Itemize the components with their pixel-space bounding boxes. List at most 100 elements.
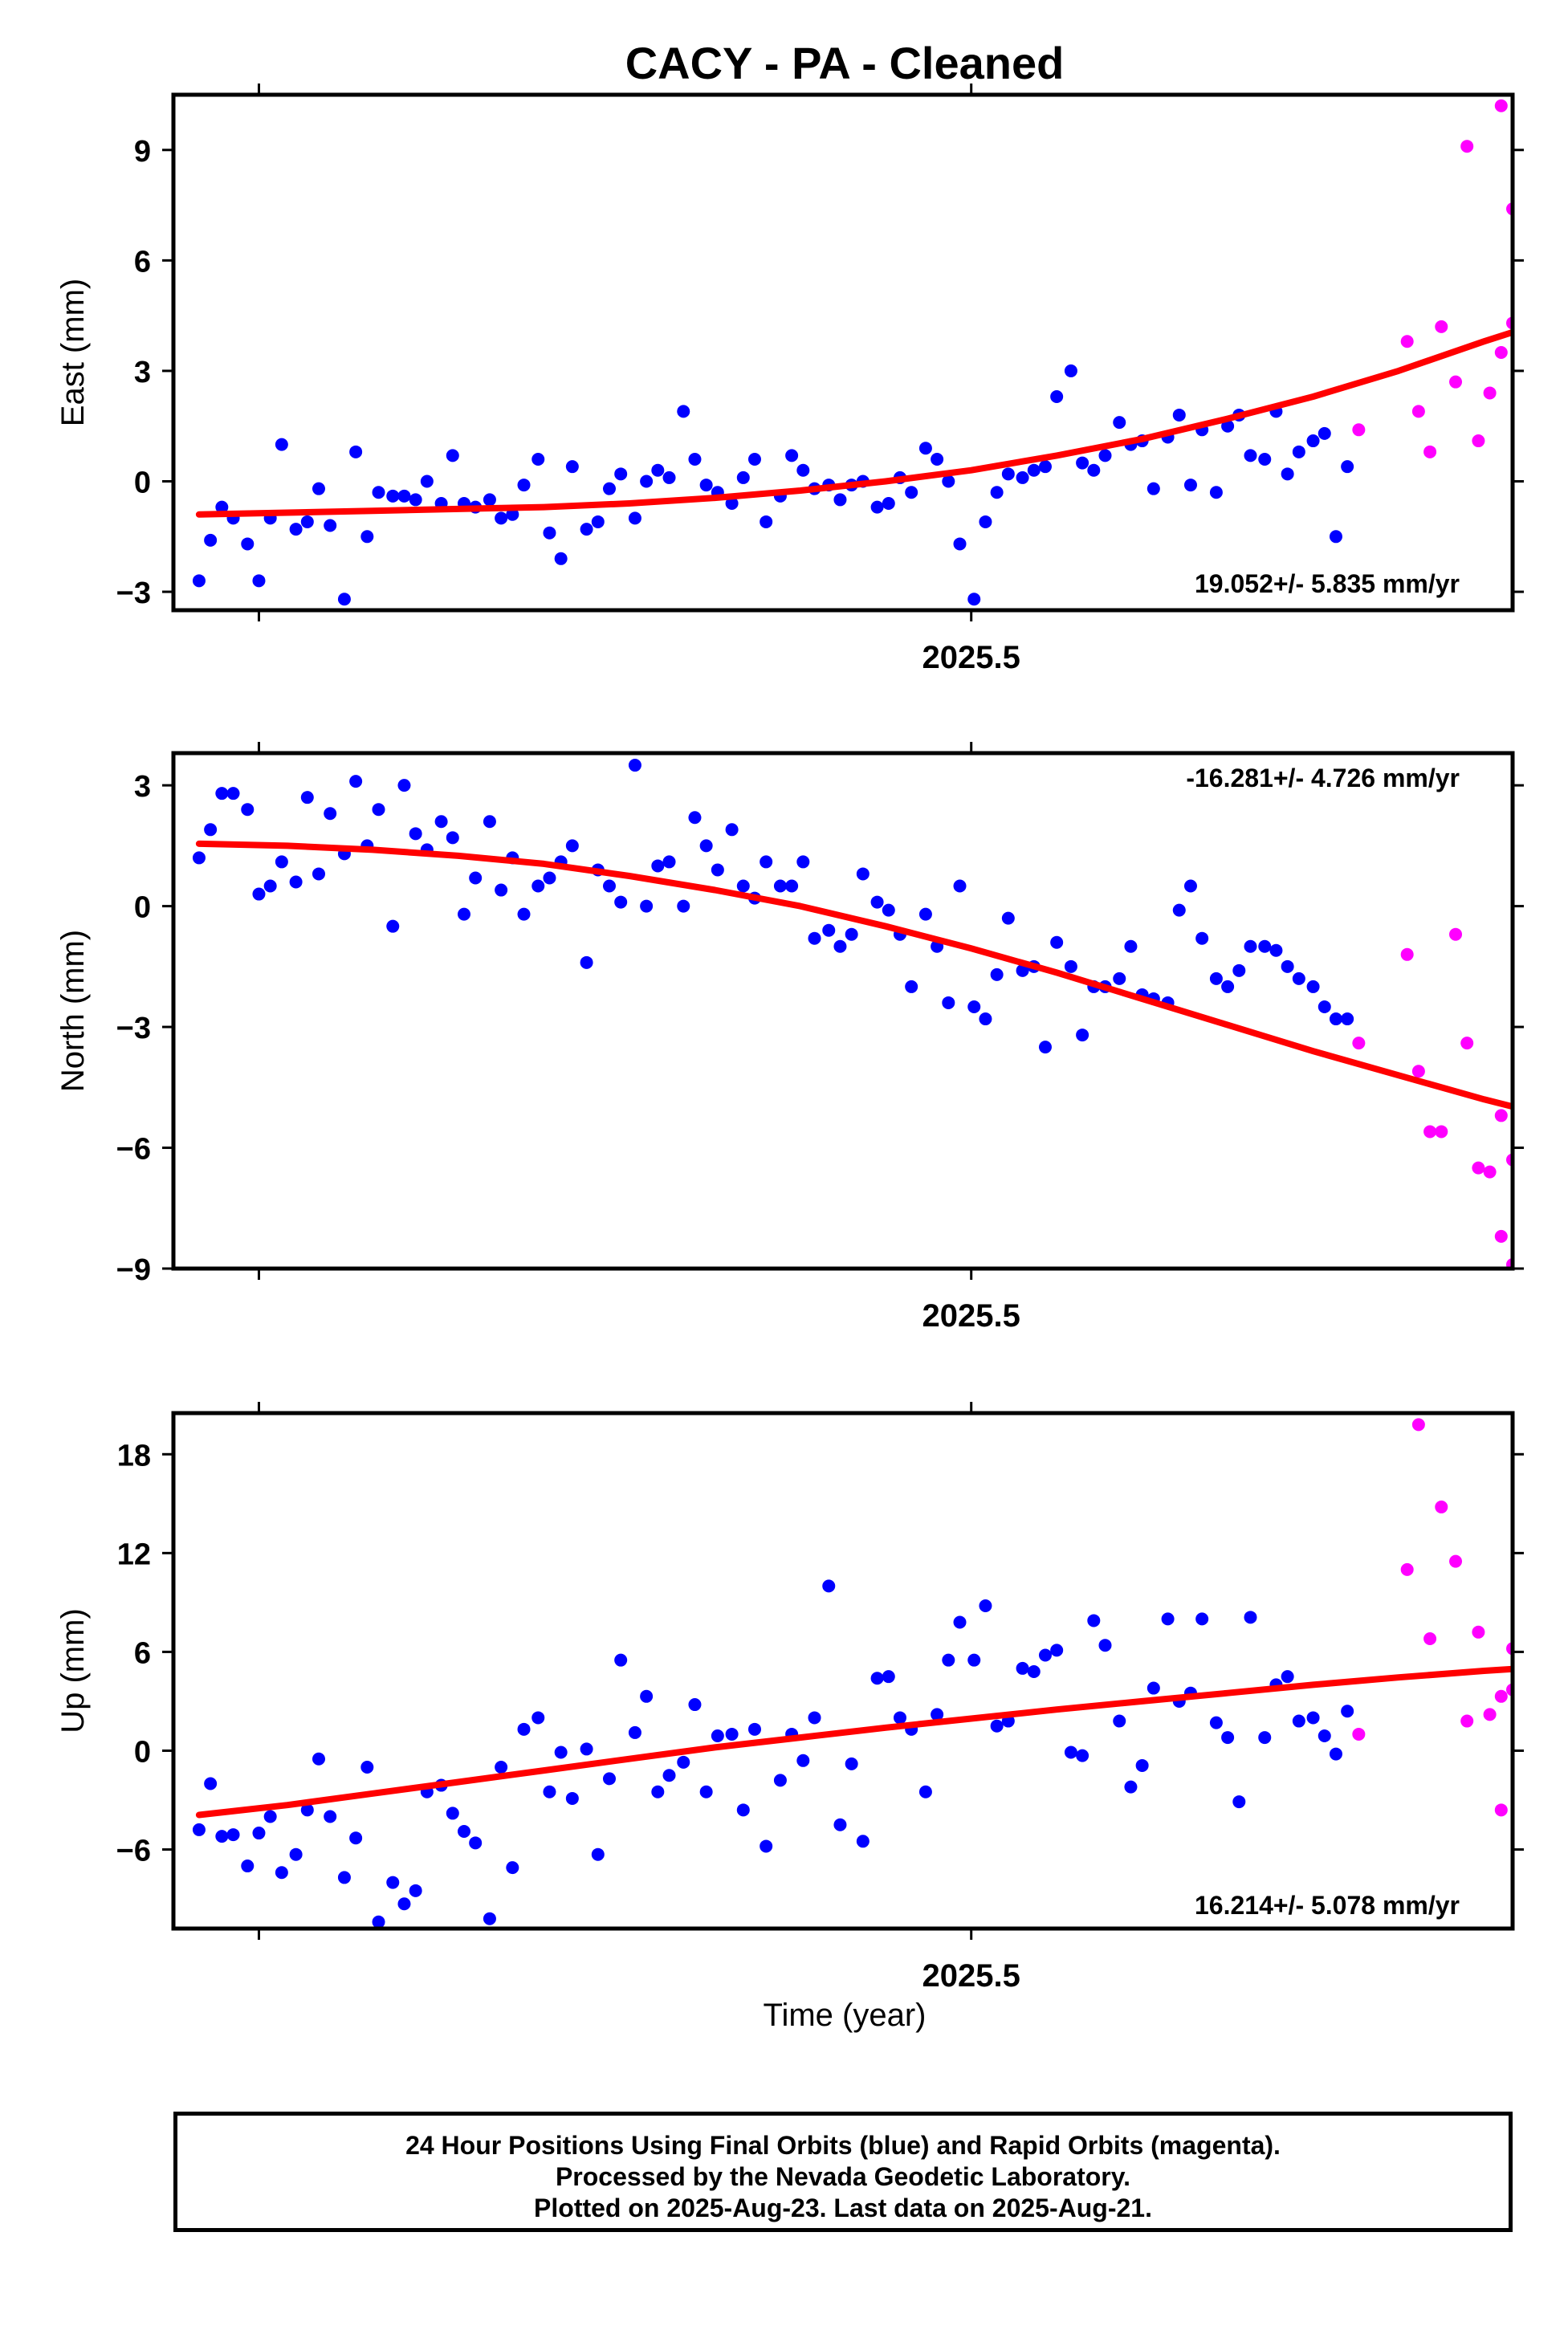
up-final-point xyxy=(349,1831,363,1845)
east-final-point xyxy=(1341,460,1354,474)
up-final-point xyxy=(1195,1612,1209,1626)
up-final-point xyxy=(1027,1665,1041,1679)
north-final-point xyxy=(640,899,654,913)
up-final-point xyxy=(531,1711,545,1725)
up-final-point xyxy=(372,1915,385,1929)
north-final-point xyxy=(833,939,847,953)
north-final-point xyxy=(688,811,702,825)
north-final-point xyxy=(275,855,288,869)
east-final-point xyxy=(1064,364,1077,377)
east-final-point xyxy=(1098,449,1112,462)
up-final-point xyxy=(580,1742,593,1756)
up-final-point xyxy=(1221,1731,1235,1745)
east-final-point xyxy=(1292,445,1305,458)
up-final-point xyxy=(808,1711,821,1725)
north-final-point xyxy=(434,815,448,829)
east-final-point xyxy=(662,470,676,484)
north-panel: −9 −6 −3 0 3 2025.5 North (mm) -16.281+/- 4.726… xyxy=(55,742,1524,1334)
east-final-point xyxy=(953,537,967,551)
north-xtick-label: 2025.5 xyxy=(922,1298,1020,1334)
up-final-point xyxy=(918,1785,932,1798)
east-final-point xyxy=(483,493,496,507)
up-ytick-label: −6 xyxy=(116,1835,151,1868)
north-rapid-point xyxy=(1460,1037,1474,1050)
up-final-point xyxy=(688,1698,702,1712)
east-final-point xyxy=(979,515,992,528)
east-rapid-point xyxy=(1352,423,1366,437)
north-final-point xyxy=(808,931,821,945)
east-ytick-label: 9 xyxy=(134,135,151,169)
north-final-point xyxy=(226,787,240,800)
east-final-point xyxy=(1244,449,1257,462)
up-final-point xyxy=(699,1785,713,1798)
up-final-point xyxy=(591,1847,605,1861)
north-final-point xyxy=(699,839,713,853)
north-final-point xyxy=(1244,939,1257,953)
east-final-point xyxy=(204,533,218,547)
north-final-point xyxy=(1064,959,1077,973)
footer-box: 24 Hour Positions Using Final Orbits (bl… xyxy=(173,2112,1513,2232)
east-rapid-point xyxy=(1483,386,1497,400)
east-final-point xyxy=(942,475,955,488)
north-final-point xyxy=(372,803,385,817)
east-final-point xyxy=(1329,530,1342,544)
north-final-point xyxy=(979,1012,992,1026)
east-final-point xyxy=(517,479,531,492)
up-final-point xyxy=(833,1818,847,1831)
north-ytick-label: 3 xyxy=(134,770,151,804)
north-rapid-point xyxy=(1449,927,1463,941)
up-final-point xyxy=(469,1836,483,1850)
north-rapid-point xyxy=(1472,1161,1485,1175)
up-final-point xyxy=(275,1866,288,1880)
east-final-point xyxy=(360,530,374,544)
up-trend-line xyxy=(195,1665,1513,1819)
east-final-point xyxy=(1221,419,1235,433)
up-final-point xyxy=(386,1876,400,1889)
east-final-point xyxy=(275,438,288,451)
up-final-point xyxy=(882,1670,895,1684)
north-final-point xyxy=(1050,935,1064,949)
up-final-point xyxy=(1341,1705,1354,1718)
up-final-point xyxy=(893,1711,906,1725)
up-final-point xyxy=(796,1754,810,1767)
up-final-point xyxy=(845,1757,858,1770)
north-final-point xyxy=(1329,1012,1342,1026)
east-final-point xyxy=(1113,416,1126,430)
north-final-point xyxy=(628,759,641,772)
east-final-point xyxy=(495,511,508,525)
north-final-point xyxy=(651,859,665,873)
up-final-point xyxy=(747,1722,761,1736)
up-final-point xyxy=(226,1828,240,1842)
up-rate-annotation: 16.214+/- 5.078 mm/yr xyxy=(1195,1891,1460,1920)
footer-line-orbits: 24 Hour Positions Using Final Orbits (bl… xyxy=(405,2131,1281,2160)
up-final-point xyxy=(1113,1714,1126,1728)
up-final-point xyxy=(1064,1745,1077,1759)
east-final-point xyxy=(420,475,434,488)
east-final-point xyxy=(1183,479,1197,492)
up-final-point xyxy=(773,1774,787,1787)
north-final-point xyxy=(263,879,277,893)
up-final-point xyxy=(640,1689,654,1703)
east-final-point xyxy=(677,405,690,418)
north-final-point xyxy=(1269,943,1283,957)
north-final-point xyxy=(543,871,556,885)
up-final-point xyxy=(1161,1612,1175,1626)
up-rapid-point xyxy=(1472,1625,1485,1639)
up-final-point xyxy=(565,1791,579,1805)
east-final-point xyxy=(192,574,206,588)
north-rapid-point xyxy=(1435,1125,1448,1139)
up-final-point xyxy=(1209,1716,1223,1729)
up-final-point xyxy=(483,1912,496,1925)
north-final-point xyxy=(1195,931,1209,945)
east-ytick-label: −3 xyxy=(116,576,151,610)
up-final-point xyxy=(1050,1644,1064,1657)
east-final-point xyxy=(1038,460,1052,474)
north-final-point xyxy=(677,899,690,913)
north-final-point xyxy=(736,879,750,893)
up-final-point xyxy=(337,1871,351,1884)
east-final-point xyxy=(785,449,799,462)
east-final-point xyxy=(506,507,519,521)
north-final-point xyxy=(324,807,337,821)
east-final-point xyxy=(554,552,568,565)
